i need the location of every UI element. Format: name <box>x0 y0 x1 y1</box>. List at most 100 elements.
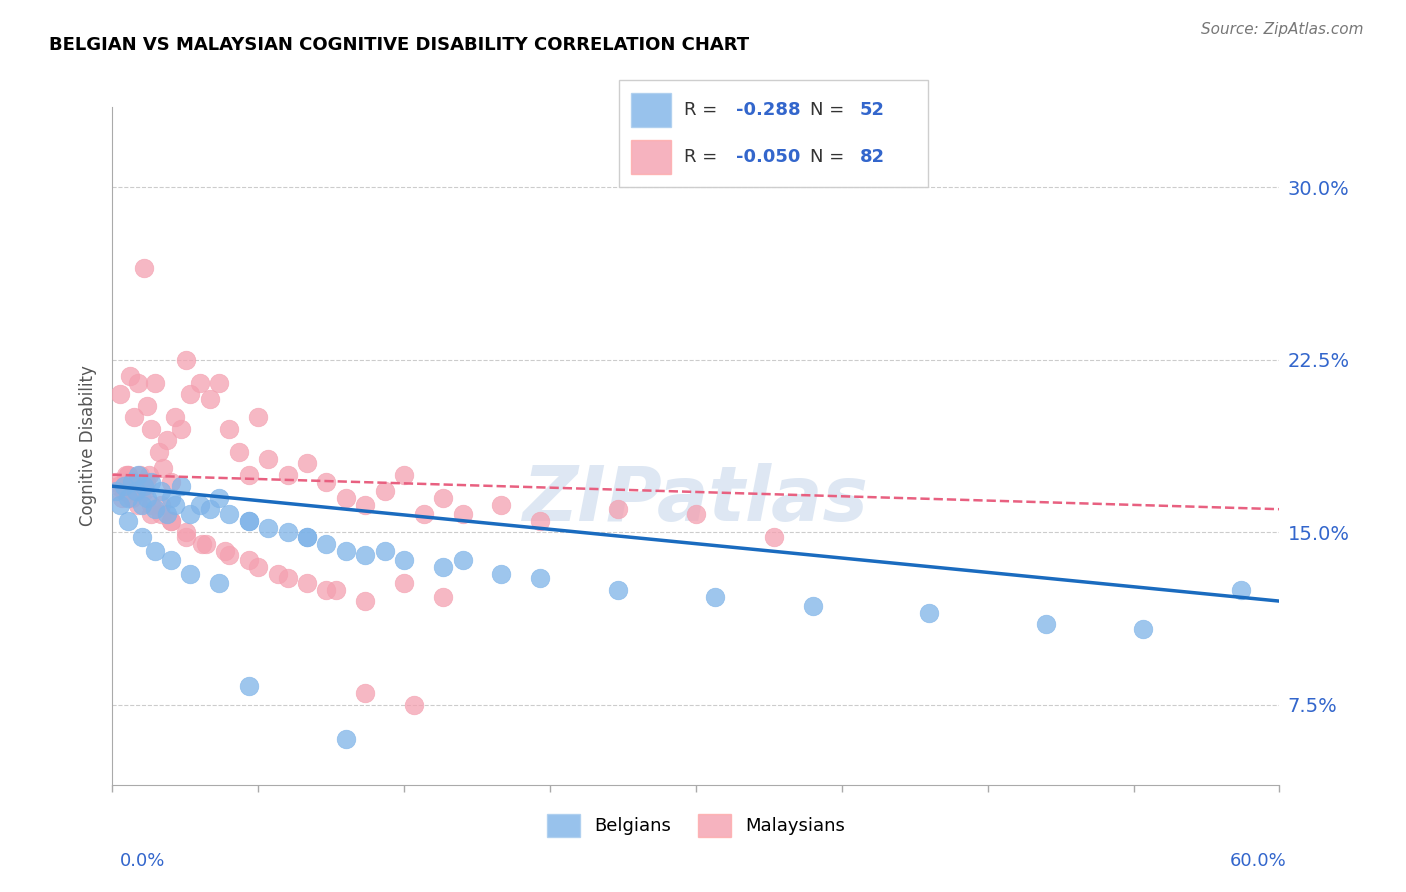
Point <box>148 444 170 458</box>
Point <box>194 536 217 550</box>
Point <box>179 387 201 401</box>
Point <box>257 451 280 466</box>
Text: BELGIAN VS MALAYSIAN COGNITIVE DISABILITY CORRELATION CHART: BELGIAN VS MALAYSIAN COGNITIVE DISABILIT… <box>49 36 749 54</box>
Point <box>402 698 425 712</box>
Point <box>127 498 149 512</box>
Point <box>131 530 153 544</box>
Point <box>335 491 357 505</box>
Point <box>315 582 337 597</box>
Point <box>1132 622 1154 636</box>
Point <box>1035 617 1057 632</box>
Point <box>374 483 396 498</box>
Point <box>160 475 183 489</box>
Point <box>394 467 416 482</box>
Point <box>354 686 377 700</box>
FancyBboxPatch shape <box>631 93 671 128</box>
Point <box>295 575 318 590</box>
Point <box>132 475 155 489</box>
Point <box>107 479 129 493</box>
Text: 52: 52 <box>860 102 884 120</box>
Point <box>238 514 260 528</box>
Point <box>247 410 270 425</box>
Point <box>198 392 221 406</box>
Text: R =: R = <box>683 102 723 120</box>
Text: -0.050: -0.050 <box>737 148 800 166</box>
Point <box>150 507 173 521</box>
Point <box>141 475 163 489</box>
Point <box>374 543 396 558</box>
Text: 0.0%: 0.0% <box>120 852 165 870</box>
Point <box>176 525 198 540</box>
Point <box>432 491 454 505</box>
Point <box>136 399 159 413</box>
Point <box>762 530 785 544</box>
Point <box>150 483 173 498</box>
Point <box>112 479 135 493</box>
Point <box>117 467 139 482</box>
Point <box>163 410 186 425</box>
Point <box>110 498 132 512</box>
Point <box>451 553 474 567</box>
Point <box>276 571 298 585</box>
Point <box>432 590 454 604</box>
Point <box>128 467 150 482</box>
Text: -0.288: -0.288 <box>737 102 801 120</box>
Point <box>141 507 163 521</box>
Point <box>125 483 148 498</box>
Point <box>238 467 260 482</box>
Point <box>238 679 260 693</box>
Point <box>105 483 128 498</box>
Point <box>115 467 138 482</box>
Point <box>208 376 231 390</box>
Point <box>121 475 143 489</box>
Point <box>143 502 166 516</box>
Point <box>607 582 630 597</box>
Point <box>156 507 179 521</box>
Point <box>354 594 377 608</box>
Point <box>132 260 155 275</box>
Point <box>125 479 148 493</box>
Point <box>267 566 290 581</box>
Point <box>801 599 824 613</box>
Point <box>394 575 416 590</box>
Y-axis label: Cognitive Disability: Cognitive Disability <box>79 366 97 526</box>
Point <box>152 460 174 475</box>
Text: Source: ZipAtlas.com: Source: ZipAtlas.com <box>1201 22 1364 37</box>
Point <box>315 536 337 550</box>
Point <box>214 543 236 558</box>
Point <box>918 606 941 620</box>
Point <box>198 502 221 516</box>
Point <box>238 553 260 567</box>
Point <box>156 434 179 448</box>
FancyBboxPatch shape <box>619 80 928 187</box>
Point <box>136 491 159 505</box>
Point <box>143 376 166 390</box>
Point <box>121 483 143 498</box>
Point <box>160 553 183 567</box>
Point <box>315 475 337 489</box>
Point <box>141 422 163 436</box>
Point <box>412 507 434 521</box>
Point <box>276 467 298 482</box>
Point <box>354 548 377 562</box>
Point <box>176 352 198 367</box>
Point <box>188 498 211 512</box>
Point <box>179 566 201 581</box>
Point <box>117 467 139 482</box>
Point <box>432 559 454 574</box>
Point <box>218 507 240 521</box>
Point <box>169 479 191 493</box>
Point <box>704 590 727 604</box>
Point <box>121 491 143 505</box>
Point <box>451 507 474 521</box>
Point <box>257 520 280 534</box>
Point <box>354 498 377 512</box>
Point <box>122 410 145 425</box>
Text: N =: N = <box>810 102 851 120</box>
Point <box>117 514 139 528</box>
Point <box>131 498 153 512</box>
Point <box>132 483 155 498</box>
Point <box>238 514 260 528</box>
Point <box>141 498 163 512</box>
Point <box>491 566 513 581</box>
